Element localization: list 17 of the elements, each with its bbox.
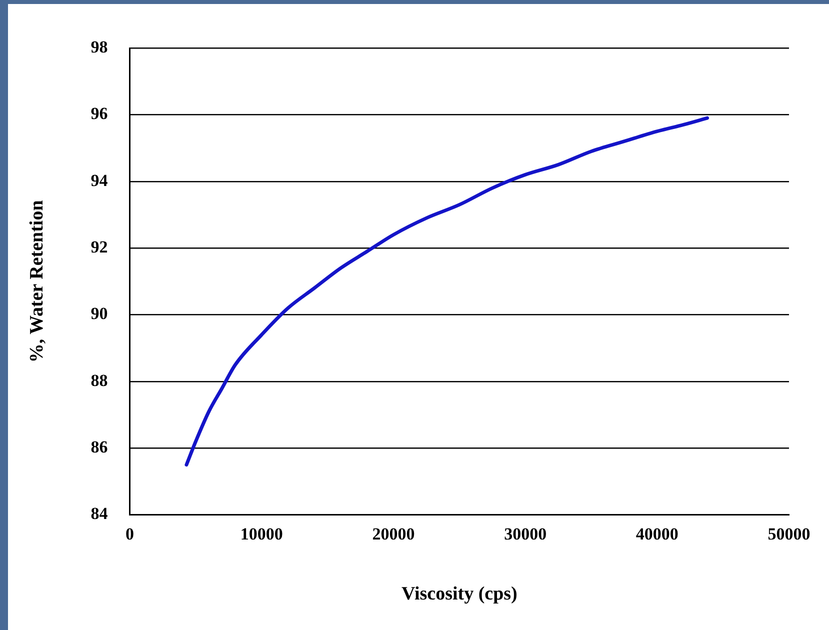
x-tick-label: 10000	[240, 524, 283, 544]
x-tick-label: 0	[126, 524, 134, 544]
y-tick-label: 88	[90, 370, 108, 390]
line-series	[184, 116, 710, 467]
y-axis-title: %, Water Retention	[26, 200, 48, 363]
y-tick-label: 98	[90, 37, 108, 56]
y-tick-label: 96	[90, 104, 108, 124]
y-tick-label: 92	[90, 237, 108, 256]
y-tick-label: 84	[90, 504, 108, 524]
x-axis-title: Viscosity (cps)	[401, 584, 518, 605]
y-tick-label: 86	[90, 438, 108, 457]
y-tick-label: 90	[90, 304, 108, 324]
x-tick-label: 20000	[372, 524, 415, 544]
x-tick-label: 50000	[768, 524, 810, 544]
x-tick-label: 30000	[504, 524, 547, 544]
y-tick-label: 94	[90, 170, 108, 190]
x-tick-label: 40000	[636, 524, 678, 544]
